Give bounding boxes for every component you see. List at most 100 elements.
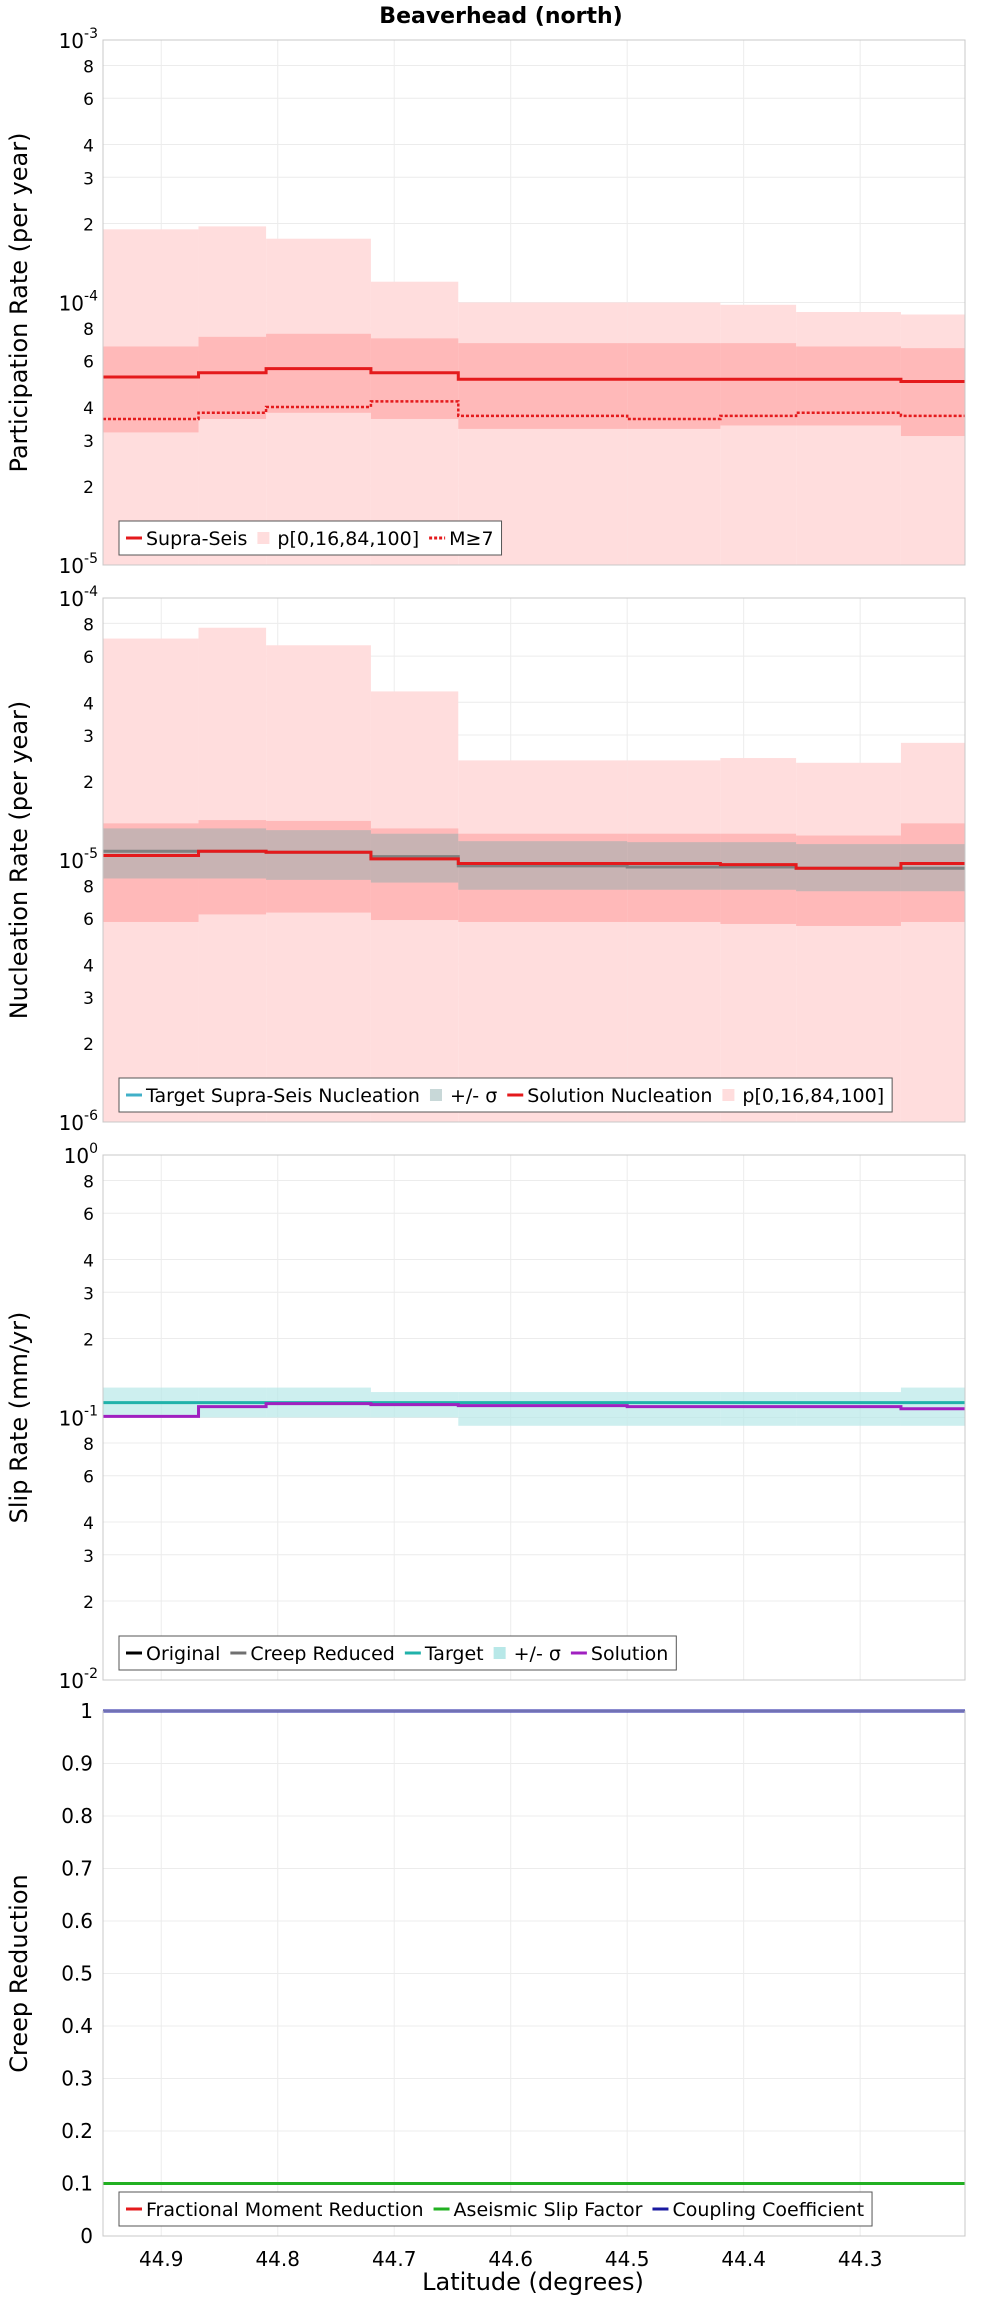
y-tick-label: 8 — [83, 1172, 94, 1192]
legend-frame — [118, 1635, 677, 1671]
y-tick-label: 0.4 — [61, 2014, 93, 2038]
plot-frame — [102, 597, 966, 1123]
y-tick-label: 2 — [83, 215, 94, 235]
legend: Supra-Seis p[0,16,84,100] M≥7 — [118, 520, 503, 556]
band-sigma — [103, 828, 199, 879]
y-tick-label: 0.6 — [61, 1909, 93, 1933]
y-tick-label: 1 — [80, 1699, 93, 1723]
y-tick-label: 6 — [83, 353, 94, 373]
y-axis-label: Slip Rate (mm/yr) — [5, 1312, 33, 1524]
legend-label: Aseismic Slip Factor — [454, 2199, 643, 2221]
y-tick-label: 6 — [83, 1468, 94, 1488]
legend-frame — [118, 520, 503, 556]
legend-background — [119, 1078, 893, 1112]
legend-label: Supra-Seis — [146, 528, 247, 550]
band-inner — [266, 333, 371, 413]
y-tick-label: 10-2 — [59, 1666, 98, 1693]
legend-label: Target Supra-Seis Nucleation — [145, 1085, 420, 1107]
legend-frame — [118, 1077, 893, 1113]
y-tick-label: 10-4 — [59, 289, 99, 316]
y-tick-label: 4 — [83, 1251, 94, 1271]
y-axis-label: Participation Rate (per year) — [5, 133, 33, 473]
x-tick-label: 44.8 — [255, 2247, 300, 2271]
band-inner — [198, 336, 267, 419]
series-line — [103, 1402, 965, 1418]
y-tick-label: 0 — [80, 2224, 93, 2248]
y-tick-label: 3 — [83, 169, 94, 189]
legend-label: Solution — [591, 1643, 668, 1665]
y-tick-label: 0.1 — [61, 2172, 93, 2196]
y-axis-label: Nucleation Rate (per year) — [5, 701, 33, 1020]
y-tick-label: 3 — [83, 989, 94, 1009]
legend-background — [119, 521, 502, 555]
y-tick-label: 0.9 — [61, 1752, 93, 1776]
series-line — [103, 400, 965, 421]
band-outer — [627, 302, 721, 565]
band-sigma — [627, 1392, 721, 1426]
band-inner — [900, 348, 965, 437]
band-inner — [627, 343, 721, 429]
x-tick-label: 44.9 — [139, 2247, 184, 2271]
y-tick-label: 8 — [83, 57, 94, 77]
band-sigma — [900, 1387, 965, 1426]
plot-frame — [102, 1710, 966, 2237]
plot-frame — [102, 39, 966, 566]
band-outer — [720, 758, 797, 1122]
band-inner — [720, 343, 797, 426]
y-tick-label: 3 — [83, 432, 94, 452]
y-tick-label: 2 — [83, 1593, 94, 1613]
y-tick-label: 3 — [83, 1547, 94, 1567]
y-tick-label: 0.5 — [61, 1962, 93, 1986]
y-tick-label: 2 — [83, 773, 94, 793]
legend: Original Creep Reduced Target +/- σ Solution — [118, 1635, 677, 1671]
y-tick-label: 6 — [83, 1205, 94, 1225]
legend-label: Coupling Coefficient — [672, 2199, 864, 2221]
legend-label: Solution Nucleation — [527, 1085, 712, 1107]
legend-label: Original — [146, 1643, 220, 1665]
legend-label: +/- σ — [514, 1643, 561, 1665]
x-tick-label: 44.7 — [372, 2247, 417, 2271]
y-tick-label: 2 — [83, 478, 94, 498]
y-tick-label: 2 — [83, 1035, 94, 1055]
legend-swatch — [257, 532, 270, 544]
y-tick-label: 0.8 — [61, 1804, 93, 1828]
legend: Fractional Moment Reduction Aseismic Slip… — [118, 2191, 873, 2227]
x-tick-label: 44.6 — [488, 2247, 533, 2271]
band-outer — [370, 281, 459, 565]
y-tick-label: 2 — [83, 1330, 94, 1350]
band-outer — [458, 760, 628, 1122]
y-tick-label: 10-5 — [59, 551, 98, 578]
legend-frame — [118, 2191, 873, 2227]
y-tick-label: 8 — [83, 1435, 94, 1455]
legend-label: +/- σ — [450, 1085, 497, 1107]
legend-label: p[0,16,84,100] — [277, 528, 419, 550]
y-tick-label: 10-3 — [59, 26, 98, 53]
panel-3: 100 8 6 4 3 2 10-1 8 6 4 3 2 10-2 Slip Rate (mm/yr) Or… — [5, 1141, 966, 1693]
panel-2: 10-4 8 6 4 3 2 10-5 8 6 4 3 2 10-6 Nucleation Rate (p… — [5, 584, 966, 1135]
legend-background — [119, 2192, 873, 2226]
plot-frame — [102, 1154, 966, 1681]
y-tick-label: 4 — [83, 1514, 94, 1534]
y-tick-label: 0.7 — [61, 1857, 93, 1881]
legend-label: Creep Reduced — [250, 1643, 394, 1665]
x-tick-label: 44.5 — [605, 2247, 650, 2271]
legend-label: M≥7 — [449, 528, 493, 550]
y-tick-label: 4 — [83, 694, 94, 714]
y-tick-label: 3 — [83, 1284, 94, 1304]
legend-swatch — [429, 1089, 442, 1101]
y-tick-label: 6 — [83, 910, 94, 930]
y-tick-label: 8 — [83, 320, 94, 340]
band-outer — [900, 742, 965, 1122]
y-tick-label: 6 — [83, 90, 94, 110]
y-tick-label: 10-6 — [59, 1108, 99, 1135]
y-tick-label: 4 — [83, 956, 94, 976]
series-line — [103, 849, 965, 870]
band-inner — [370, 338, 459, 419]
y-tick-label: 0.2 — [61, 2119, 93, 2143]
panels: 10-3 8 6 4 3 2 10-4 8 6 4 3 2 10-5 Participation Rate… — [5, 26, 966, 2271]
x-axis-label: Latitude (degrees) — [422, 2268, 644, 2296]
y-tick-label: 6 — [83, 648, 94, 668]
band-sigma — [458, 1392, 628, 1426]
y-tick-label: 8 — [83, 615, 94, 635]
